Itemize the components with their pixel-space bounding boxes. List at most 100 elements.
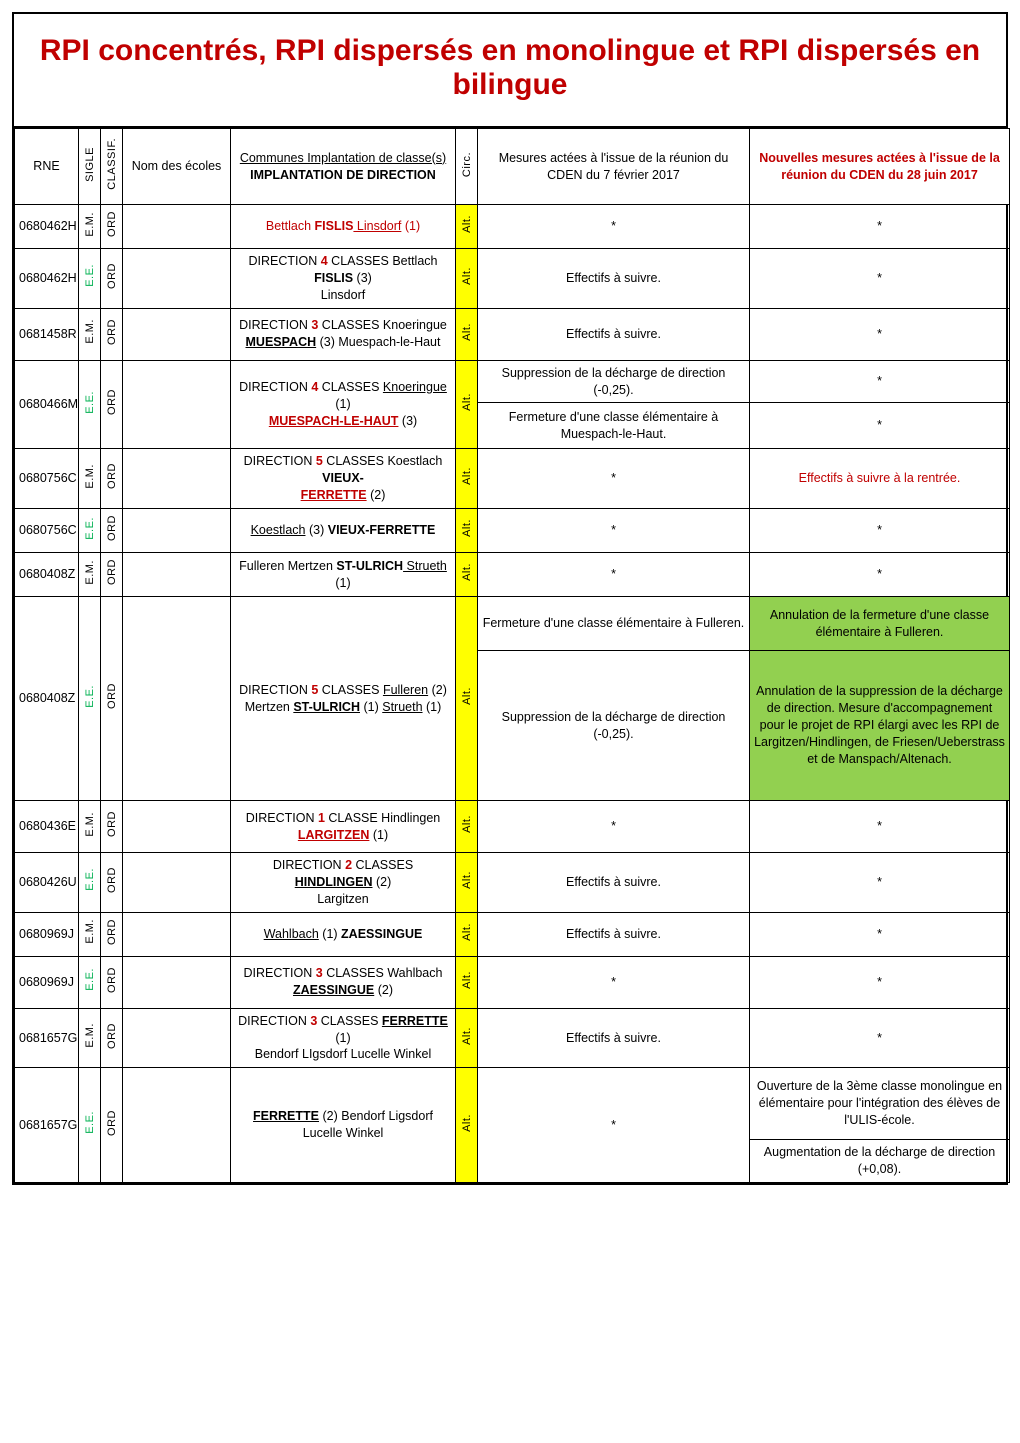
cell-circ: Alt. xyxy=(456,249,478,309)
cell-clas: ORD xyxy=(101,597,123,801)
cell-comm: DIRECTION 3 CLASSES Wahlbach ZAESSINGUE … xyxy=(231,956,456,1008)
cell-clas: ORD xyxy=(101,360,123,449)
cell-clas: ORD xyxy=(101,553,123,597)
cell-sigle: E.E. xyxy=(79,360,101,449)
cell-sigle: E.E. xyxy=(79,249,101,309)
table-row: 0681657G E.E. ORD FERRETTE (2) Bendorf L… xyxy=(15,1068,1010,1140)
cell-sigle: E.E. xyxy=(79,1068,101,1183)
cell-rne: 0680466M xyxy=(15,360,79,449)
cell-mes2: * xyxy=(750,956,1010,1008)
cell-clas: ORD xyxy=(101,956,123,1008)
cell-sigle: E.M. xyxy=(79,308,101,360)
cell-comm: FERRETTE (2) Bendorf Ligsdorf Lucelle Wi… xyxy=(231,1068,456,1183)
cell-clas: ORD xyxy=(101,801,123,853)
cell-circ: Alt. xyxy=(456,801,478,853)
cell-rne: 0680462H xyxy=(15,205,79,249)
cell-mes1: Effectifs à suivre. xyxy=(478,853,750,913)
cell-comm: DIRECTION 4 CLASSES Knoeringue (1) MUESP… xyxy=(231,360,456,449)
cell-nom xyxy=(123,597,231,801)
cell-circ: Alt. xyxy=(456,553,478,597)
cell-clas: ORD xyxy=(101,205,123,249)
cell-mes1: * xyxy=(478,205,750,249)
cell-sigle: E.E. xyxy=(79,956,101,1008)
cell-mes2: Annulation de la fermeture d'une classe … xyxy=(750,597,1010,651)
cell-nom xyxy=(123,853,231,913)
table-row: 0680462H E.E. ORD DIRECTION 4 CLASSES Be… xyxy=(15,249,1010,309)
cell-sigle: E.M. xyxy=(79,801,101,853)
table-row: 0680969J E.E. ORD DIRECTION 3 CLASSES Wa… xyxy=(15,956,1010,1008)
cell-rne: 0680408Z xyxy=(15,597,79,801)
cell-clas: ORD xyxy=(101,509,123,553)
cell-mes1: * xyxy=(478,553,750,597)
table-row: 0681458R E.M. ORD DIRECTION 3 CLASSES Kn… xyxy=(15,308,1010,360)
table-row: 0680408Z E.E. ORD DIRECTION 5 CLASSES Fu… xyxy=(15,597,1010,651)
cell-mes2: * xyxy=(750,553,1010,597)
cell-comm: Fulleren Mertzen ST-ULRICH Strueth (1) xyxy=(231,553,456,597)
cell-mes1: Effectifs à suivre. xyxy=(478,912,750,956)
title-row: RPI concentrés, RPI dispersés en monolin… xyxy=(14,14,1006,128)
cell-mes2: * xyxy=(750,403,1010,449)
cell-circ: Alt. xyxy=(456,449,478,509)
cell-circ: Alt. xyxy=(456,1068,478,1183)
cell-comm: Koestlach (3) VIEUX-FERRETTE xyxy=(231,509,456,553)
cell-nom xyxy=(123,1008,231,1068)
cell-sigle: E.M. xyxy=(79,205,101,249)
cell-rne: 0681657G xyxy=(15,1068,79,1183)
cell-mes2: Ouverture de la 3ème classe monolingue e… xyxy=(750,1068,1010,1140)
cell-mes1: Suppression de la décharge de direction … xyxy=(478,651,750,801)
cell-clas: ORD xyxy=(101,853,123,913)
table-row: 0680466M E.E. ORD DIRECTION 4 CLASSES Kn… xyxy=(15,360,1010,403)
cell-rne: 0680436E xyxy=(15,801,79,853)
cell-rne: 0680969J xyxy=(15,912,79,956)
cell-comm: DIRECTION 1 CLASSE Hindlingen LARGITZEN … xyxy=(231,801,456,853)
cell-mes2: * xyxy=(750,853,1010,913)
cell-nom xyxy=(123,205,231,249)
cell-mes1: * xyxy=(478,509,750,553)
cell-circ: Alt. xyxy=(456,956,478,1008)
cell-mes2: * xyxy=(750,912,1010,956)
cell-circ: Alt. xyxy=(456,205,478,249)
cell-mes1: Effectifs à suivre. xyxy=(478,249,750,309)
table-row: 0680756C E.M. ORD DIRECTION 5 CLASSES Ko… xyxy=(15,449,1010,509)
page-title: RPI concentrés, RPI dispersés en monolin… xyxy=(22,34,998,102)
th-mesures2: Nouvelles mesures actées à l'issue de la… xyxy=(750,129,1010,205)
th-classif: CLASSIF. xyxy=(101,129,123,205)
document-frame: RPI concentrés, RPI dispersés en monolin… xyxy=(12,12,1008,1185)
cell-nom xyxy=(123,249,231,309)
cell-nom xyxy=(123,912,231,956)
cell-nom xyxy=(123,308,231,360)
cell-mes1: * xyxy=(478,956,750,1008)
table-row: 0680462H E.M. ORD Bettlach FISLIS Linsdo… xyxy=(15,205,1010,249)
cell-comm: DIRECTION 2 CLASSES HINDLINGEN (2) Largi… xyxy=(231,853,456,913)
cell-rne: 0681657G xyxy=(15,1008,79,1068)
cell-clas: ORD xyxy=(101,449,123,509)
cell-mes2: * xyxy=(750,249,1010,309)
cell-comm: DIRECTION 3 CLASSES FERRETTE (1) Bendorf… xyxy=(231,1008,456,1068)
cell-sigle: E.M. xyxy=(79,449,101,509)
cell-comm: Wahlbach (1) ZAESSINGUE xyxy=(231,912,456,956)
cell-clas: ORD xyxy=(101,1008,123,1068)
cell-mes1: Effectifs à suivre. xyxy=(478,1008,750,1068)
cell-sigle: E.E. xyxy=(79,509,101,553)
cell-sigle: E.M. xyxy=(79,1008,101,1068)
cell-comm: DIRECTION 5 CLASSES Koestlach VIEUX- FER… xyxy=(231,449,456,509)
cell-mes2: * xyxy=(750,509,1010,553)
cell-rne: 0681458R xyxy=(15,308,79,360)
th-nom: Nom des écoles xyxy=(123,129,231,205)
cell-circ: Alt. xyxy=(456,509,478,553)
table-row: 0680408Z E.M. ORD Fulleren Mertzen ST-UL… xyxy=(15,553,1010,597)
th-communes: Communes Implantation de classe(s) IMPLA… xyxy=(231,129,456,205)
main-table: RNE SIGLE CLASSIF. Nom des écoles Commun… xyxy=(14,128,1010,1183)
cell-sigle: E.M. xyxy=(79,912,101,956)
cell-nom xyxy=(123,956,231,1008)
cell-circ: Alt. xyxy=(456,308,478,360)
cell-clas: ORD xyxy=(101,249,123,309)
cell-circ: Alt. xyxy=(456,1008,478,1068)
cell-rne: 0680756C xyxy=(15,449,79,509)
cell-mes2: * xyxy=(750,205,1010,249)
cell-rne: 0680462H xyxy=(15,249,79,309)
cell-nom xyxy=(123,449,231,509)
table-row: 0680756C E.E. ORD Koestlach (3) VIEUX-FE… xyxy=(15,509,1010,553)
cell-nom xyxy=(123,360,231,449)
cell-mes2: * xyxy=(750,801,1010,853)
